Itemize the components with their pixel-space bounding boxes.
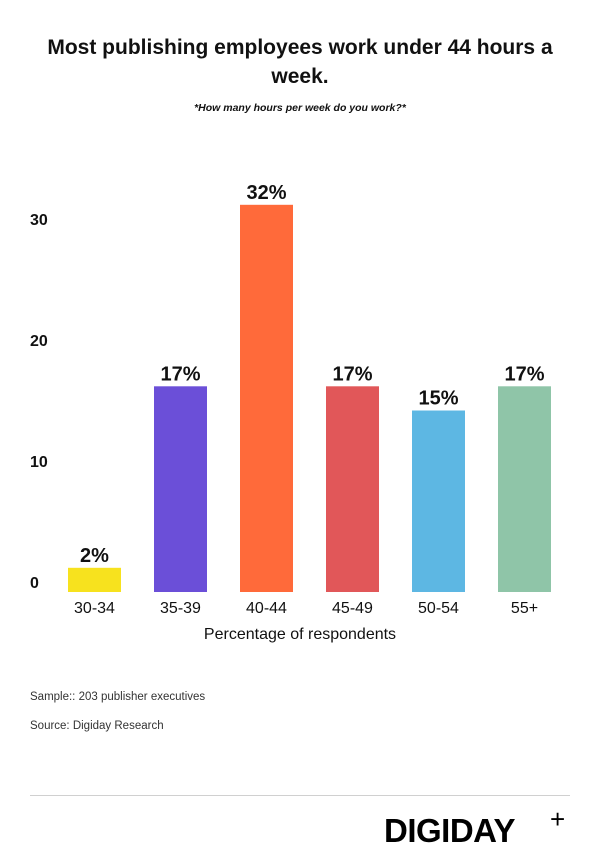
sample-note: Sample:: 203 publisher executives xyxy=(30,691,206,703)
x-tick-label: 30-34 xyxy=(74,600,115,617)
x-axis-ticks: 30-34 35-39 40-44 45-49 50-54 55+ xyxy=(74,600,538,617)
bars xyxy=(68,204,551,593)
bar-40-44 xyxy=(240,204,293,593)
digiday-logo: DIGIDAY + xyxy=(384,806,574,856)
x-tick-label: 45-49 xyxy=(332,600,373,617)
bar-35-39 xyxy=(154,386,207,592)
x-tick-label: 35-39 xyxy=(160,600,201,617)
value-label: 15% xyxy=(418,388,458,410)
bar-30-34 xyxy=(68,567,121,592)
y-tick-label: 0 xyxy=(30,575,39,592)
value-label: 17% xyxy=(332,363,372,385)
bar-45-49 xyxy=(326,386,379,592)
plus-icon: + xyxy=(550,804,566,834)
value-label: 2% xyxy=(80,545,109,567)
x-axis-label: Percentage of respondents xyxy=(204,626,396,643)
y-tick-label: 10 xyxy=(30,454,48,471)
chart-subtitle: *How many hours per week do you work?* xyxy=(194,102,406,114)
x-tick-label: 40-44 xyxy=(246,600,287,617)
footer-divider xyxy=(30,795,570,796)
value-label: 17% xyxy=(504,363,544,385)
source-note: Source: Digiday Research xyxy=(30,720,164,732)
chart-title: Most publishing employees work under 44 … xyxy=(47,36,553,88)
value-labels: 2% 17% 32% 17% 15% 17% xyxy=(80,182,545,567)
value-label: 17% xyxy=(160,363,200,385)
y-tick-label: 30 xyxy=(30,212,48,229)
x-tick-label: 55+ xyxy=(511,600,538,617)
y-tick-label: 20 xyxy=(30,333,48,350)
bar-55+ xyxy=(498,386,551,592)
bar-50-54 xyxy=(412,410,465,592)
x-tick-label: 50-54 xyxy=(418,600,459,617)
value-label: 32% xyxy=(246,182,286,204)
logo-wordmark: DIGIDAY xyxy=(384,812,515,849)
y-axis-ticks: 0 10 20 30 xyxy=(30,212,48,592)
